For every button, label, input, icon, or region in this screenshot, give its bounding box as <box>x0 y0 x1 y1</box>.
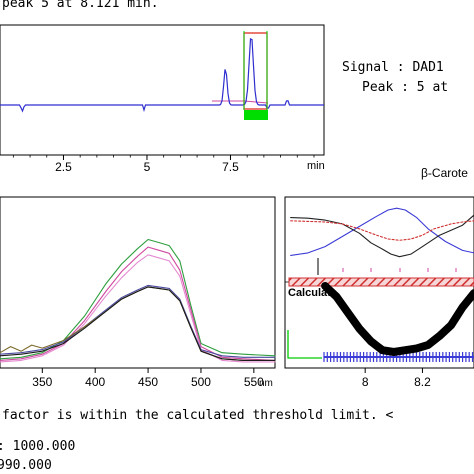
spectrum-2-series-3 <box>290 220 474 241</box>
spectrum-x-unit: nm <box>259 378 273 389</box>
spectrum-1-series-6 <box>0 286 276 361</box>
spectrum-panel-1-frame <box>0 196 276 369</box>
chromatogram-trace <box>0 37 324 113</box>
spectrum-title: β-Carote <box>421 166 468 180</box>
chromatogram-x-axis: 2.5 5 7.5 <box>12 155 315 174</box>
chromatogram-x-unit: min <box>307 160 325 172</box>
signal-label: Signal : DAD1 <box>342 60 444 75</box>
spectrum-1-tick-label: 550 <box>244 375 264 389</box>
chromatogram-tick-label: 7.5 <box>222 160 239 174</box>
footer-line-3: 990.000 <box>0 458 52 473</box>
chromatogram-tick-label: 5 <box>144 160 151 174</box>
peak-green-bar <box>244 110 268 120</box>
header-text: peak 5 at 8.121 min. <box>2 0 159 11</box>
threshold-hatch-bar <box>288 277 474 287</box>
footer-line-2: : 1000.000 <box>0 439 76 454</box>
spectrum-1-tick-label: 350 <box>32 375 52 389</box>
chromatogram-plot: 2.5 5 7.5 <box>0 24 325 174</box>
spectrum-1-tick-label: 450 <box>138 375 158 389</box>
spectrum-2-series-1 <box>290 207 474 256</box>
spectrum-2-series-4 <box>321 282 474 356</box>
chromatogram-tick-label: 2.5 <box>55 160 72 174</box>
spectrum-1-tick-label: 400 <box>85 375 105 389</box>
green-threshold-line <box>287 330 322 359</box>
spectrum-2-tick-label: 8 <box>362 375 369 389</box>
footer-line-1: factor is within the calculated threshol… <box>2 408 394 423</box>
spectrum-2-series-2 <box>290 214 474 258</box>
spectrum-1-series-4 <box>0 284 276 358</box>
spectrum-1-tick-label: 500 <box>191 375 211 389</box>
spectrum-2-tick-label: 8.2 <box>414 375 431 389</box>
peak-label: Peak : 5 at <box>362 80 449 95</box>
spectrum-1-series-2 <box>0 246 276 361</box>
